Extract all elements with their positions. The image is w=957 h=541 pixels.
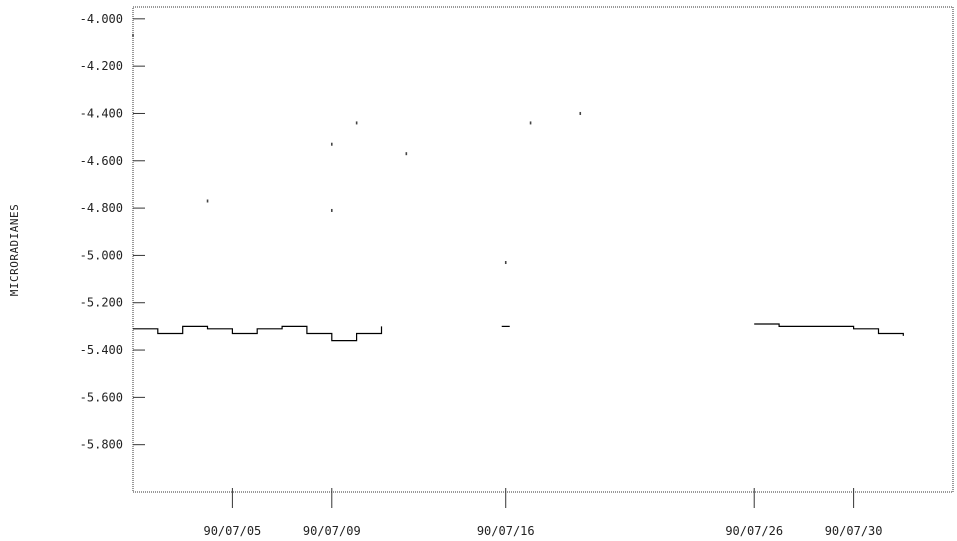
y-axis-title: MICRORADIANES — [8, 204, 21, 297]
data-point — [579, 111, 582, 115]
data-point — [504, 261, 507, 265]
series-layer — [133, 323, 904, 342]
y-tick-label: -4.400 — [80, 106, 123, 120]
y-tick-label: -4.000 — [80, 12, 123, 26]
x-tick-label: 90/07/16 — [477, 524, 535, 538]
series-segment — [133, 325, 383, 342]
y-axis: -4.000 -4.200 -4.400 -4.600 -4.800 -5.000 -5.2… — [80, 12, 145, 452]
y-tick-label: -5.200 — [80, 296, 123, 310]
plot-frame — [132, 6, 954, 493]
data-point — [355, 121, 358, 125]
data-point — [206, 199, 209, 203]
data-point — [132, 33, 134, 37]
y-tick-label: -5.000 — [80, 248, 123, 262]
x-tick-label: 90/07/26 — [725, 524, 783, 538]
data-point — [330, 208, 333, 212]
data-point — [405, 152, 408, 156]
x-tick-label: 90/07/05 — [203, 524, 261, 538]
x-axis: 90/07/05 90/07/09 90/07/16 90/07/26 90/07/30 — [203, 488, 883, 538]
y-tick-label: -5.600 — [80, 390, 123, 404]
points-layer — [132, 33, 582, 265]
x-tick-label: 90/07/09 — [303, 524, 361, 538]
y-tick-label: -5.400 — [80, 343, 123, 357]
y-tick-label: -4.200 — [80, 59, 123, 73]
y-tick-label: -4.600 — [80, 154, 123, 168]
x-tick-label: 90/07/30 — [825, 524, 883, 538]
data-point — [529, 121, 532, 125]
plot-border — [132, 6, 954, 493]
data-point — [330, 142, 333, 146]
series-segment — [754, 323, 904, 336]
y-tick-label: -5.800 — [80, 438, 123, 452]
y-tick-label: -4.800 — [80, 201, 123, 215]
